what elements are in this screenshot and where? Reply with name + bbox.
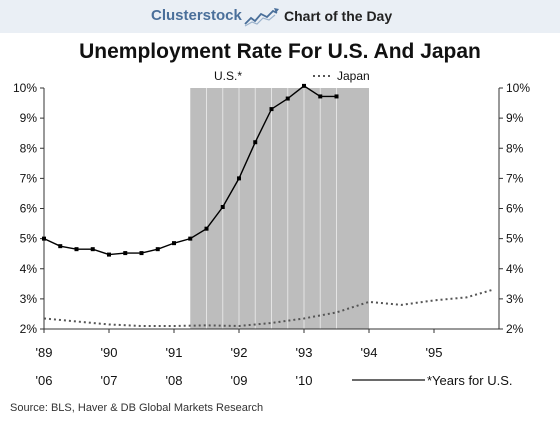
x-tick-label-us: '07 (101, 373, 118, 388)
y-tick-label-right: 3% (506, 292, 524, 306)
y-tick-label-left: 6% (20, 202, 38, 216)
y-tick-label-right: 2% (506, 322, 524, 336)
x-tick-label-japan: '92 (231, 345, 248, 360)
us-data-point (302, 83, 306, 88)
us-data-point (220, 204, 225, 209)
us-data-point (139, 251, 144, 256)
y-tick-label-left: 10% (13, 81, 37, 95)
source-note: Source: BLS, Haver & DB Global Markets R… (10, 402, 264, 414)
y-tick-label-right: 9% (506, 111, 524, 125)
us-data-point (123, 251, 128, 256)
x-tick-label-japan: '89 (36, 345, 53, 360)
x-tick-label-us: '06 (36, 373, 53, 388)
y-tick-label-left: 2% (20, 322, 38, 336)
x-tick-label-us: '08 (166, 373, 183, 388)
us-data-point (90, 247, 95, 252)
us-data-point (204, 226, 209, 231)
y-tick-label-right: 7% (506, 171, 524, 185)
us-data-point (74, 247, 79, 252)
y-tick-label-right: 6% (506, 202, 524, 216)
y-tick-label-left: 5% (20, 232, 38, 246)
y-tick-label-left: 4% (20, 262, 38, 276)
legend-label-japan: Japan (337, 69, 370, 83)
x-tick-label-japan: '93 (296, 345, 313, 360)
header-banner (0, 0, 560, 33)
us-data-point (107, 252, 111, 257)
brand-logo-text: Clusterstock (151, 7, 242, 24)
us-data-point (318, 94, 323, 99)
y-tick-label-right: 10% (506, 81, 530, 95)
us-data-point (58, 244, 63, 249)
x-tick-label-us: '10 (296, 373, 313, 388)
chart-of-the-day-label: Chart of the Day (284, 8, 393, 24)
y-tick-label-left: 8% (20, 141, 38, 155)
x-tick-label-us: '09 (231, 373, 248, 388)
us-data-point (269, 107, 274, 112)
y-tick-label-right: 8% (506, 141, 524, 155)
us-data-point (42, 236, 46, 241)
us-data-point (285, 96, 290, 101)
y-tick-label-left: 3% (20, 292, 38, 306)
rising-line-chart-icon (244, 8, 279, 27)
x-tick-label-japan: '91 (166, 345, 183, 360)
us-data-point (253, 140, 258, 145)
y-tick-label-left: 9% (20, 111, 38, 125)
recession-shading (190, 88, 369, 329)
x-tick-label-japan: '90 (101, 345, 118, 360)
us-data-point (188, 236, 193, 241)
x-tick-label-japan: '95 (426, 345, 443, 360)
x-tick-label-japan: '94 (361, 345, 378, 360)
chart-title: Unemployment Rate For U.S. And Japan (79, 40, 481, 63)
y-tick-label-right: 5% (506, 232, 524, 246)
us-data-point (237, 176, 241, 181)
y-tick-label-left: 7% (20, 171, 38, 185)
japan-series-line (43, 288, 493, 327)
y-tick-label-right: 4% (506, 262, 524, 276)
us-years-note: *Years for U.S. (427, 373, 513, 388)
legend-label-us: U.S.* (214, 69, 242, 83)
us-data-point (155, 247, 160, 252)
us-data-point (172, 241, 176, 246)
us-data-point (334, 94, 339, 99)
